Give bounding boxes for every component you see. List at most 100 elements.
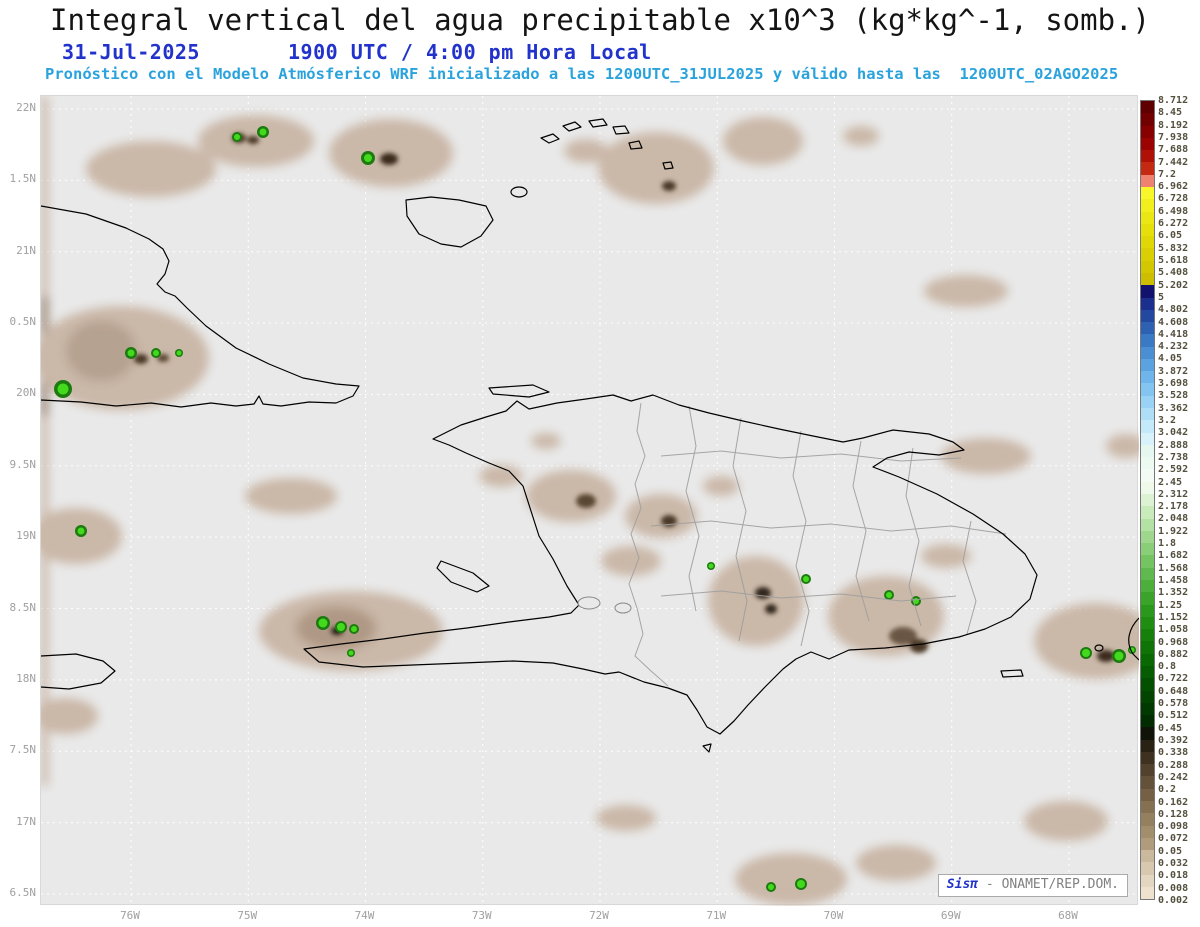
watermark: Sisπ - ONAMET/REP.DOM.: [937, 874, 1128, 897]
colorbar-segment: [1141, 223, 1154, 237]
colorbar-tick-label: 7.442: [1158, 156, 1189, 168]
lon-tick-label: 75W: [237, 909, 258, 922]
lat-tick-label: 8.5N: [9, 600, 37, 614]
lat-tick-label: 9.5N: [9, 457, 37, 471]
colorbar-tick-label: 0.882: [1158, 648, 1189, 660]
lat-tick-label: 19N: [16, 529, 36, 543]
colorbar-segment: [1141, 629, 1154, 642]
colorbar-segment: [1141, 457, 1154, 470]
colorbar-tick-label: 0.338: [1158, 747, 1189, 759]
colorbar-segment: [1141, 444, 1154, 458]
colorbar-tick-label: 6.962: [1158, 181, 1189, 193]
colorbar-tick-label: 1.922: [1158, 525, 1189, 537]
colorbar-segment: [1141, 248, 1154, 261]
colorbar-segment: [1141, 776, 1154, 789]
colorbar-segment: [1141, 322, 1154, 335]
page-title: Integral vertical del agua precipitable …: [50, 3, 1150, 37]
gonave-island: [436, 560, 490, 593]
colorbar-tick-label: 0.128: [1158, 808, 1189, 820]
colorbar-segment: [1141, 101, 1154, 114]
lat-tick-label: 20N: [16, 386, 36, 400]
colorbar-tick-label: 5.618: [1158, 255, 1189, 266]
colorbar-tick-label: 3.2: [1158, 415, 1177, 426]
colorbar-tick-label: 0.05: [1158, 845, 1183, 857]
colorbar-segment: [1141, 174, 1154, 187]
colorbar-tick-label: 0.008: [1158, 882, 1189, 894]
colorbar-tick-label: 0.2: [1158, 784, 1177, 796]
colorbar-segment: [1141, 236, 1154, 249]
colorbar-tick-label: 1.458: [1158, 575, 1189, 586]
coastlines: [41, 118, 1139, 753]
colorbar-segment: [1141, 518, 1154, 531]
colorbar-tick-label: 2.592: [1158, 464, 1189, 476]
colorbar-tick-label: 6.498: [1158, 205, 1189, 217]
colorbar-tick-label: 2.738: [1158, 451, 1189, 463]
colorbar-tick-label: 6.05: [1158, 230, 1183, 242]
colorbar-tick-label: 2.312: [1158, 488, 1189, 500]
colorbar-tick-label: 3.362: [1158, 402, 1189, 414]
colorbar-segment: [1141, 702, 1154, 716]
colorbar-tick-label: 0.722: [1158, 673, 1189, 685]
colorbar-tick-label: 7.2: [1158, 168, 1177, 180]
colorbar-tick-label: 2.048: [1158, 513, 1189, 525]
colorbar-segment: [1141, 801, 1154, 814]
colorbar-segment: [1141, 592, 1154, 605]
colorbar-segment: [1141, 113, 1154, 126]
colorbar-segment: [1141, 150, 1154, 163]
colorbar-segment: [1141, 285, 1154, 298]
colorbar-segment: [1141, 788, 1154, 802]
colorbar-tick-label: 1.8: [1158, 538, 1177, 550]
colorbar-tick-label: 0.162: [1158, 796, 1189, 808]
colorbar-tick-label: 7.688: [1158, 144, 1189, 156]
colorbar-segment: [1141, 530, 1154, 544]
colorbar-segment: [1141, 125, 1154, 138]
colorbar-segment: [1141, 260, 1154, 273]
lat-tick-label: 0.5N: [9, 315, 37, 329]
colorbar-segment: [1141, 727, 1154, 740]
colorbar-segment: [1141, 408, 1154, 421]
colorbar-segment: [1141, 764, 1154, 777]
saona-island: [1000, 669, 1024, 678]
colorbar-segment: [1141, 604, 1154, 617]
colorbar-segment: [1141, 420, 1154, 433]
lon-tick-label: 73W: [471, 909, 492, 922]
colorbar-segment: [1141, 813, 1154, 826]
colorbar-segment: [1141, 506, 1154, 519]
colorbar-tick-label: 8.712: [1158, 95, 1189, 106]
puerto-rico-coast: [1128, 617, 1139, 661]
colorbar-tick-label: 0.032: [1158, 858, 1189, 870]
colorbar-segment: [1141, 358, 1154, 372]
colorbar-segment: [1141, 641, 1154, 654]
jamaica-coast: [41, 653, 116, 690]
colorbar-segment: [1141, 887, 1154, 900]
colorbar-segment: [1141, 665, 1154, 679]
run-time: 1900 UTC / 4:00 pm Hora Local: [288, 40, 652, 64]
forecast-validity-line: Pronóstico con el Modelo Atmósferico WRF…: [45, 65, 1119, 83]
lon-tick-label: 71W: [706, 909, 727, 922]
lon-tick-label: 74W: [354, 909, 375, 922]
colorbar-tick-label: 1.568: [1158, 562, 1189, 574]
colorbar: [1140, 100, 1155, 900]
colorbar-tick-label: 0.098: [1158, 821, 1189, 833]
colorbar-segment: [1141, 346, 1154, 359]
lon-tick-label: 72W: [589, 909, 609, 922]
lon-tick-label: 70W: [823, 909, 844, 922]
colorbar-tick-label: 0.288: [1158, 759, 1189, 771]
colorbar-tick-label: 0.072: [1158, 833, 1189, 845]
colorbar-tick-label: 2.45: [1158, 476, 1183, 488]
lat-tick-label: 6.5N: [9, 885, 37, 899]
lat-tick-label: 21N: [16, 243, 36, 257]
colorbar-tick-label: 6.272: [1158, 218, 1189, 230]
lat-tick-label: 17N: [16, 814, 36, 828]
watermark-brand: Sisπ: [946, 877, 979, 893]
colorbar-tick-label: 0.392: [1158, 735, 1189, 746]
colorbar-segment: [1141, 272, 1154, 286]
colorbar-tick-label: 1.682: [1158, 550, 1189, 562]
colorbar-segment: [1141, 837, 1154, 851]
colorbar-segment: [1141, 137, 1154, 151]
caicos-islands: [540, 118, 674, 170]
colorbar-segment: [1141, 371, 1154, 384]
colorbar-tick-label: 1.152: [1158, 611, 1189, 623]
map-canvas: [41, 96, 1139, 906]
dark-brown-cores: [134, 133, 1115, 662]
